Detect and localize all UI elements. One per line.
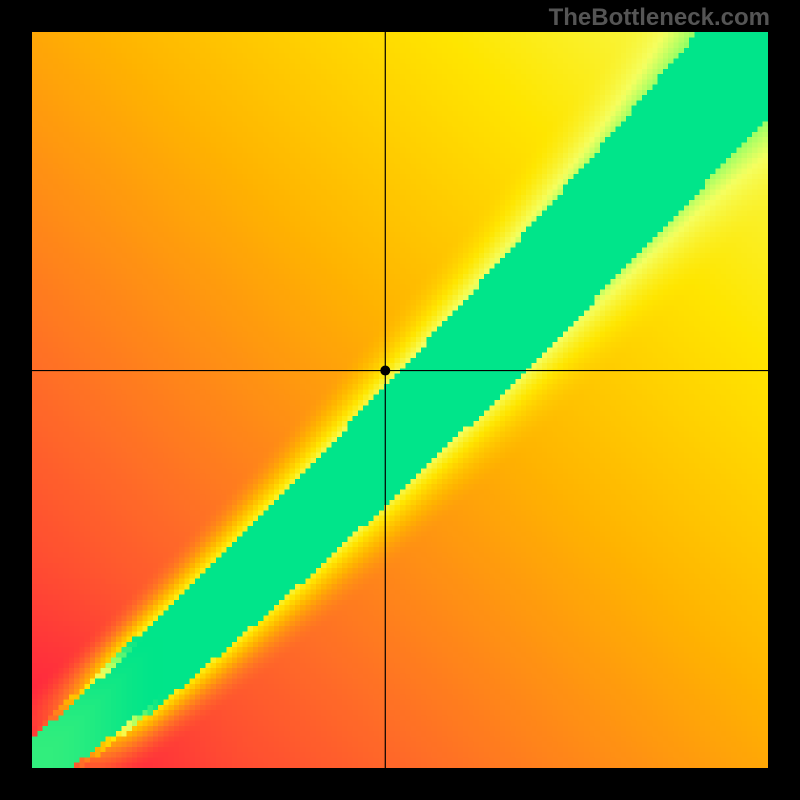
chart-container: TheBottleneck.com: [0, 0, 800, 800]
watermark-label: TheBottleneck.com: [549, 4, 770, 32]
heatmap-canvas: [32, 32, 768, 768]
